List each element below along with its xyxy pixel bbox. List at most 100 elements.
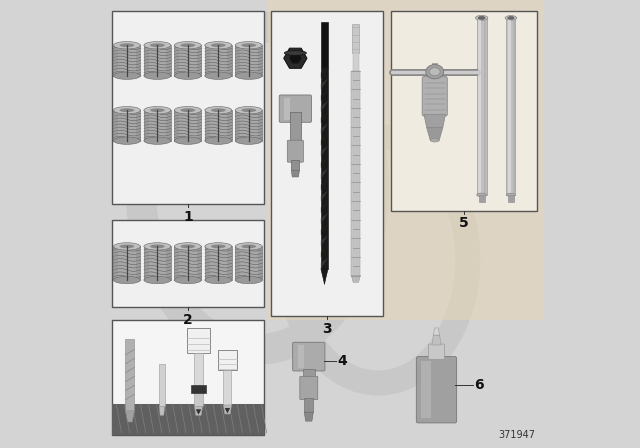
Ellipse shape (144, 137, 171, 144)
Bar (191, 385, 206, 393)
Bar (195, 392, 202, 406)
Ellipse shape (174, 42, 201, 49)
Bar (218, 350, 237, 370)
Ellipse shape (477, 193, 486, 197)
Polygon shape (321, 179, 328, 190)
Bar (321, 67, 328, 269)
Polygon shape (432, 335, 441, 345)
Polygon shape (195, 406, 202, 415)
FancyBboxPatch shape (417, 357, 457, 423)
Bar (144, 110, 171, 141)
Ellipse shape (236, 243, 262, 250)
Bar (205, 110, 232, 141)
Bar (205, 45, 209, 76)
FancyBboxPatch shape (279, 95, 312, 122)
Bar (298, 345, 305, 368)
Bar (112, 11, 264, 204)
Bar (174, 45, 179, 76)
Ellipse shape (205, 137, 232, 144)
Polygon shape (321, 168, 328, 179)
Bar (136, 246, 140, 280)
Polygon shape (321, 112, 328, 123)
Bar (321, 22, 328, 67)
Text: 4: 4 (337, 353, 348, 368)
Ellipse shape (429, 68, 440, 76)
Polygon shape (125, 411, 134, 422)
Ellipse shape (508, 17, 514, 19)
Polygon shape (321, 78, 328, 90)
Bar (174, 246, 201, 280)
Bar (136, 45, 140, 76)
Ellipse shape (144, 107, 171, 114)
Ellipse shape (144, 72, 171, 79)
Bar (113, 45, 118, 76)
Bar (284, 98, 291, 120)
Ellipse shape (120, 108, 134, 112)
FancyBboxPatch shape (292, 342, 325, 371)
Bar (125, 339, 134, 411)
Polygon shape (321, 269, 328, 280)
Polygon shape (321, 146, 328, 157)
Bar (477, 18, 486, 195)
Bar (205, 246, 209, 280)
Bar (513, 20, 515, 193)
FancyBboxPatch shape (422, 77, 447, 116)
Polygon shape (321, 157, 328, 168)
Bar (227, 110, 232, 141)
Ellipse shape (211, 43, 226, 47)
Polygon shape (321, 235, 328, 246)
Bar (391, 11, 538, 211)
Ellipse shape (205, 276, 232, 284)
Ellipse shape (241, 245, 256, 248)
Bar (227, 45, 232, 76)
Bar (174, 110, 179, 141)
Polygon shape (321, 213, 328, 224)
Ellipse shape (113, 276, 140, 284)
Bar (305, 398, 314, 412)
Polygon shape (351, 276, 360, 282)
Ellipse shape (150, 108, 164, 112)
Bar (205, 110, 209, 141)
Bar (506, 18, 515, 195)
Ellipse shape (180, 43, 195, 47)
Ellipse shape (241, 43, 256, 47)
Ellipse shape (205, 107, 232, 114)
Polygon shape (321, 224, 328, 235)
Bar (166, 246, 171, 280)
Ellipse shape (236, 107, 262, 114)
Bar (508, 195, 513, 202)
Bar (289, 112, 301, 146)
Bar (236, 45, 262, 76)
Ellipse shape (241, 108, 256, 112)
Polygon shape (433, 328, 440, 335)
Bar (159, 364, 164, 406)
Ellipse shape (505, 16, 516, 20)
Bar (257, 45, 262, 76)
Bar (196, 110, 202, 141)
Bar (196, 45, 202, 76)
Polygon shape (321, 123, 328, 134)
Ellipse shape (113, 72, 140, 79)
FancyBboxPatch shape (428, 344, 445, 359)
Ellipse shape (506, 194, 515, 197)
Bar (236, 246, 240, 280)
Ellipse shape (236, 276, 262, 284)
Ellipse shape (150, 245, 164, 248)
Bar (174, 246, 179, 280)
Text: 1: 1 (183, 210, 193, 224)
Ellipse shape (144, 243, 171, 250)
Polygon shape (223, 405, 232, 414)
Ellipse shape (476, 15, 488, 21)
Bar (113, 246, 118, 280)
Ellipse shape (144, 276, 171, 284)
Bar (194, 353, 203, 386)
Bar (421, 361, 431, 418)
Bar (112, 404, 264, 435)
Ellipse shape (174, 107, 201, 114)
Ellipse shape (205, 72, 232, 79)
Bar (205, 246, 232, 280)
Polygon shape (159, 406, 164, 415)
Text: 6: 6 (475, 378, 484, 392)
Bar (223, 370, 232, 405)
Polygon shape (427, 128, 443, 140)
